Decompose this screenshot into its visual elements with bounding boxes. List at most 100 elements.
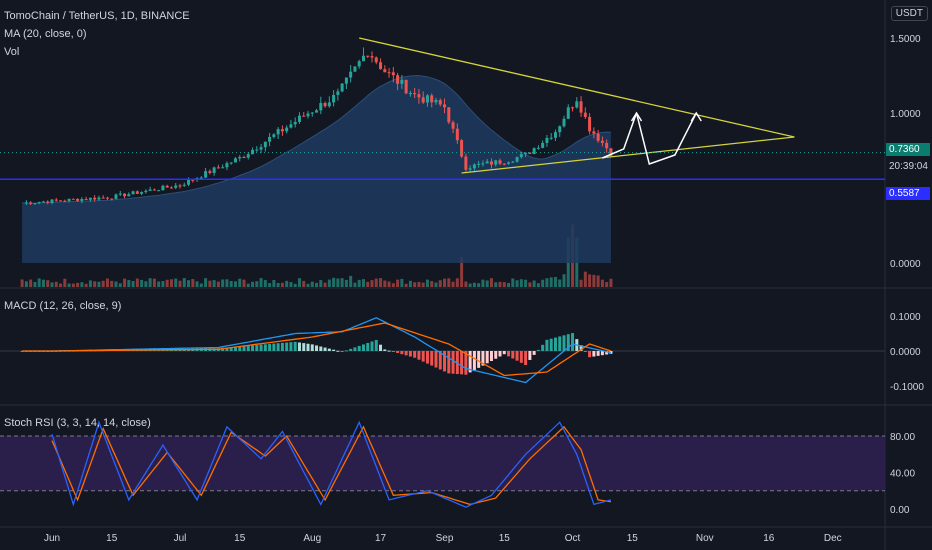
- volume-bar: [468, 283, 472, 287]
- volume-bar: [165, 279, 169, 287]
- volume-bar: [336, 278, 340, 287]
- volume-bar: [387, 281, 391, 287]
- candle-body: [306, 113, 310, 117]
- candle-body: [310, 112, 314, 114]
- candle-body: [216, 167, 220, 169]
- vol-legend[interactable]: Vol: [4, 46, 20, 58]
- volume-bar: [549, 277, 553, 287]
- candle-body: [238, 157, 242, 159]
- candle-body: [93, 197, 97, 200]
- volume-bar: [319, 280, 323, 287]
- volume-bar: [536, 283, 540, 287]
- time-tick-label: Jul: [174, 533, 187, 544]
- macd-histogram-bar: [297, 342, 301, 351]
- volume-bar: [29, 279, 33, 287]
- macd-histogram-bar: [489, 351, 493, 362]
- volume-bar: [251, 281, 255, 287]
- macd-histogram-bar: [332, 349, 336, 351]
- volume-bar: [204, 278, 208, 287]
- volume-bar: [33, 281, 37, 287]
- candle-body: [289, 124, 293, 128]
- macd-histogram-bar: [592, 351, 596, 357]
- volume-bar: [212, 280, 216, 287]
- volume-bar: [302, 280, 306, 287]
- volume-bar: [515, 280, 519, 287]
- macd-histogram-bar: [477, 351, 481, 368]
- candle-body: [259, 147, 263, 150]
- volume-bar: [88, 280, 92, 287]
- candle-body: [54, 199, 58, 201]
- volume-bar: [63, 278, 67, 287]
- macd-histogram-bar: [425, 351, 429, 364]
- candle-body: [498, 160, 502, 164]
- currency-button[interactable]: USDT: [890, 6, 928, 21]
- volume-bar: [472, 282, 476, 287]
- projection-arrow-1: [602, 112, 638, 159]
- macd-histogram-bar: [391, 351, 395, 352]
- candle-body: [191, 179, 195, 181]
- symbol-title: TomoChain / TetherUS, 1D, BINANCE: [4, 10, 190, 22]
- volume-bar: [421, 282, 425, 287]
- support-level-tag: 0.5587: [886, 187, 930, 200]
- volume-bar: [605, 282, 609, 287]
- macd-histogram-bar: [319, 346, 323, 351]
- macd-histogram-bar: [263, 344, 267, 351]
- macd-histogram-bar: [357, 345, 361, 351]
- candle-body: [280, 129, 284, 132]
- stoch-k-line: [51, 420, 612, 508]
- candle-body: [472, 164, 476, 169]
- candle-body: [327, 102, 331, 107]
- candle-body: [268, 136, 272, 142]
- volume-bar: [293, 283, 297, 287]
- macd-histogram-bar: [255, 345, 259, 351]
- candle-body: [455, 128, 459, 141]
- macd-histogram-bar: [451, 351, 455, 374]
- candle-body: [33, 203, 37, 205]
- volume-bar: [502, 282, 506, 287]
- candle-body: [97, 197, 101, 200]
- macd-histogram-bar: [370, 341, 374, 351]
- macd-legend[interactable]: MACD (12, 26, close, 9): [4, 300, 122, 312]
- macd-histogram-bar: [289, 342, 293, 351]
- candle-body: [152, 189, 156, 191]
- time-tick-label: 15: [106, 533, 118, 544]
- volume-bar: [199, 283, 203, 287]
- volume-bar: [349, 275, 353, 287]
- macd-histogram-bar: [588, 351, 592, 358]
- price-tick-label: 0.0000: [890, 259, 921, 270]
- stoch-d-line: [51, 425, 611, 506]
- macd-histogram-bar: [502, 351, 506, 355]
- ma-legend[interactable]: MA (20, close, 0): [4, 28, 87, 40]
- macd-histogram-bar: [421, 351, 425, 362]
- candle-body: [67, 198, 71, 201]
- stoch-rsi-legend[interactable]: Stoch RSI (3, 3, 14, 14, close): [4, 417, 151, 429]
- volume-bar: [191, 279, 195, 287]
- candle-body: [404, 79, 408, 94]
- candle-body: [566, 107, 570, 119]
- macd-histogram-bar: [447, 351, 451, 374]
- volume-bar: [519, 279, 523, 287]
- macd-histogram-bar: [494, 351, 498, 359]
- candle-body: [242, 157, 246, 159]
- macd-histogram-bar: [434, 351, 438, 368]
- volume-bar: [327, 279, 331, 287]
- volume-bar: [259, 278, 263, 287]
- candle-body: [571, 107, 575, 109]
- ma-area: [22, 75, 611, 263]
- macd-histogram-bar: [353, 347, 357, 351]
- volume-bar: [93, 281, 97, 287]
- candle-body: [400, 79, 404, 84]
- volume-bar: [272, 279, 276, 287]
- macd-histogram-bar: [251, 345, 255, 351]
- macd-histogram-bar: [404, 351, 408, 356]
- candle-body: [144, 190, 148, 193]
- macd-histogram-bar: [323, 347, 327, 351]
- candle-body: [515, 157, 519, 162]
- volume-bar: [161, 281, 165, 287]
- volume-bar: [148, 278, 152, 287]
- candle-body: [199, 177, 203, 179]
- candle-body: [357, 61, 361, 67]
- lower-trendline: [461, 136, 795, 174]
- volume-bar: [263, 280, 267, 287]
